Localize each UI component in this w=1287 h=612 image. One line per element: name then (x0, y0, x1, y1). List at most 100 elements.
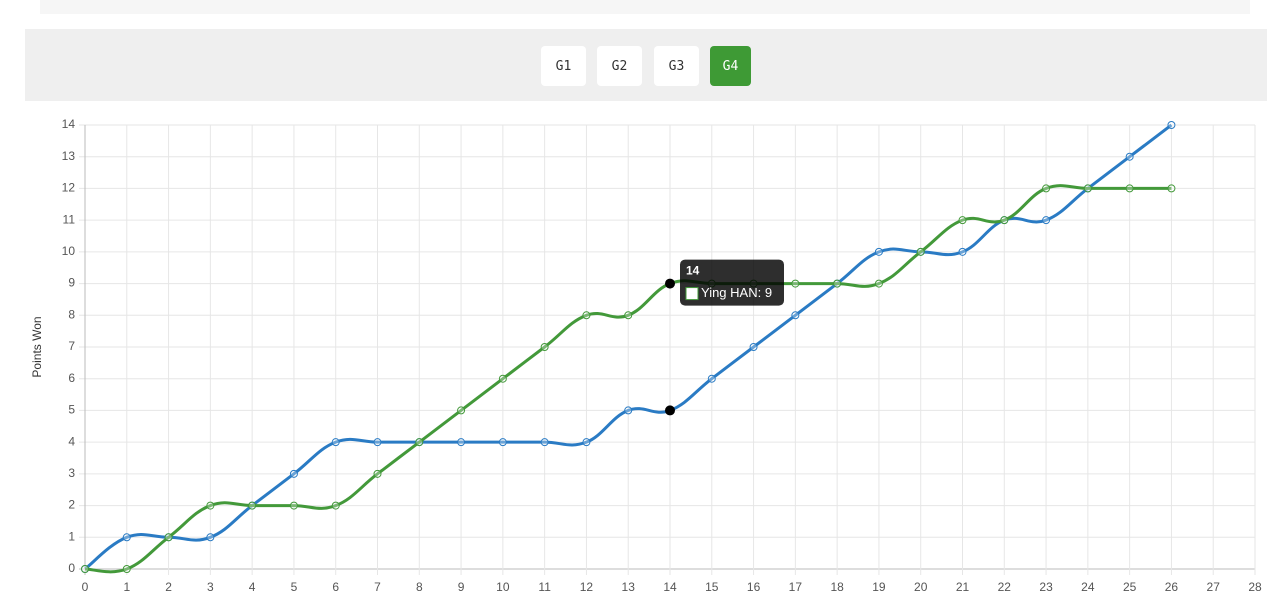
y-tick-label: 2 (68, 498, 75, 512)
point (874, 279, 883, 288)
y-tick-label: 3 (68, 466, 75, 480)
x-tick-label: 8 (416, 580, 423, 594)
point (1000, 216, 1009, 225)
x-tick-label: 27 (1207, 580, 1221, 594)
x-tick-label: 0 (82, 580, 89, 594)
x-tick-label: 17 (789, 580, 803, 594)
point (1167, 121, 1176, 129)
point (582, 311, 591, 320)
point (958, 247, 967, 256)
point (1042, 216, 1051, 225)
x-tick-label: 21 (956, 580, 970, 594)
x-tick-label: 16 (747, 580, 761, 594)
point (624, 406, 633, 415)
y-tick-label: 1 (68, 529, 75, 543)
tooltip-box (680, 259, 784, 306)
x-tick-label: 24 (1081, 580, 1095, 594)
y-axis-label: Points Won (30, 316, 44, 377)
x-tick-label: 5 (291, 580, 298, 594)
point (1083, 184, 1092, 193)
point (707, 374, 716, 383)
point (457, 406, 466, 415)
point (540, 438, 549, 447)
y-tick-label: 9 (68, 276, 75, 290)
y-tick-label: 10 (62, 244, 76, 258)
point (122, 565, 131, 573)
tooltip-swatch (685, 287, 699, 301)
y-tick-label: 4 (68, 434, 75, 448)
point (749, 343, 758, 351)
x-tick-label: 26 (1165, 580, 1179, 594)
x-tick-label: 9 (458, 580, 465, 594)
point (916, 247, 925, 256)
x-tick-label: 18 (830, 580, 844, 594)
point (498, 374, 507, 383)
hover-point (665, 405, 675, 416)
point (833, 279, 842, 288)
point (206, 533, 215, 542)
game-tabs: G1 G2 G3 G4 (25, 29, 1267, 101)
point (791, 311, 800, 320)
x-tick-label: 7 (374, 580, 381, 594)
point (206, 501, 215, 510)
y-tick-label: 6 (68, 371, 75, 385)
tooltip-label: Ying HAN: 9 (701, 285, 772, 300)
y-tick-label: 8 (68, 307, 75, 321)
tooltip-title: 14 (686, 264, 700, 278)
x-tick-label: 3 (207, 580, 214, 594)
point (874, 247, 883, 256)
point (164, 533, 173, 542)
x-tick-label: 13 (622, 580, 636, 594)
x-tick-label: 14 (663, 580, 677, 594)
point (415, 438, 424, 447)
x-tick-label: 11 (538, 580, 551, 594)
point (1167, 184, 1176, 193)
x-tick-label: 10 (496, 580, 510, 594)
x-tick-label: 4 (249, 580, 256, 594)
y-tick-label: 11 (63, 212, 76, 226)
point (498, 438, 507, 447)
x-tick-label: 28 (1248, 580, 1262, 594)
x-tick-label: 12 (580, 580, 594, 594)
y-tick-label: 0 (68, 561, 75, 575)
x-tick-label: 25 (1123, 580, 1137, 594)
hover-point (665, 278, 675, 289)
x-tick-label: 2 (165, 580, 172, 594)
series-line (84, 123, 1173, 571)
game-button[interactable]: G2 (597, 46, 642, 86)
y-tick-label: 13 (62, 149, 76, 163)
x-tick-label: 15 (705, 580, 719, 594)
series-line (84, 184, 1172, 574)
point (624, 311, 633, 320)
x-tick-label: 22 (998, 580, 1012, 594)
point (1125, 152, 1134, 161)
point (81, 565, 89, 573)
point (582, 438, 591, 447)
point (540, 343, 549, 351)
y-tick-label: 7 (68, 339, 75, 353)
top-strip (40, 0, 1250, 14)
point (457, 438, 466, 447)
game-button[interactable]: G3 (654, 46, 699, 86)
point (373, 469, 382, 478)
game-button[interactable]: G1 (541, 46, 586, 86)
x-tick-label: 1 (123, 580, 130, 594)
game-button[interactable]: G4 (710, 46, 751, 86)
point (289, 501, 298, 510)
y-tick-label: 12 (62, 181, 76, 195)
point (1125, 184, 1134, 193)
point (122, 533, 131, 542)
x-tick-label: 6 (332, 580, 339, 594)
x-tick-label: 19 (872, 580, 886, 594)
y-tick-label: 5 (68, 403, 75, 417)
point (331, 438, 340, 447)
point (373, 438, 382, 447)
y-tick-label: 14 (62, 117, 76, 131)
point (289, 469, 298, 478)
point (331, 501, 340, 510)
point (1042, 184, 1051, 193)
x-tick-label: 23 (1039, 580, 1053, 594)
